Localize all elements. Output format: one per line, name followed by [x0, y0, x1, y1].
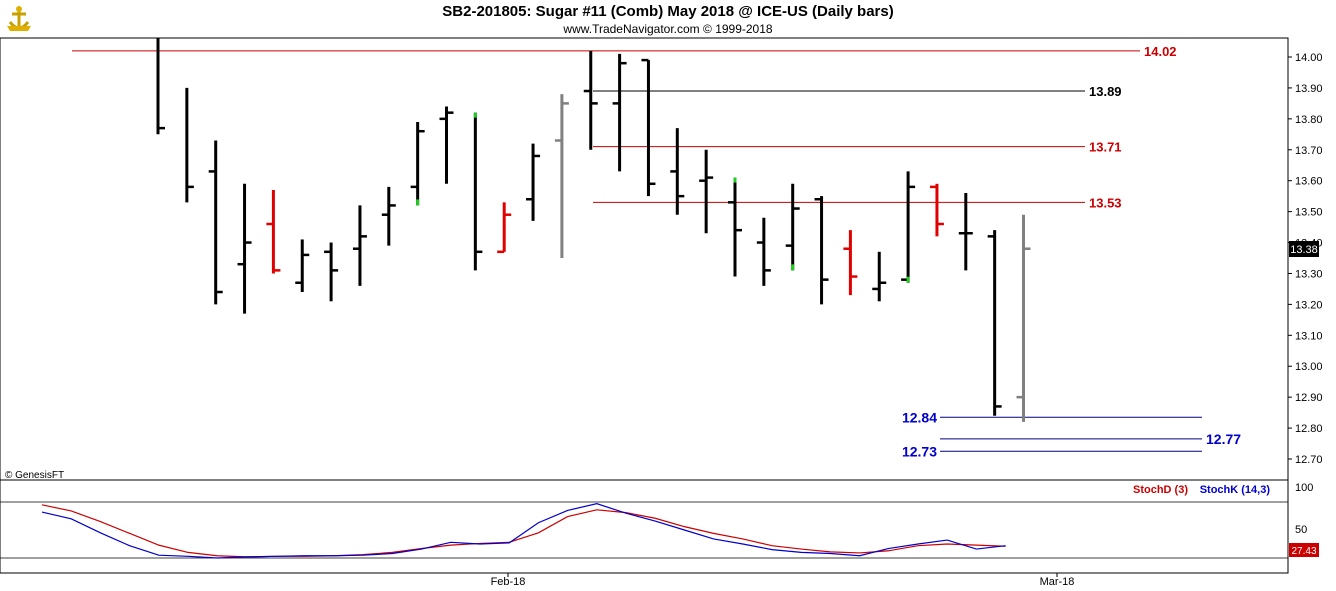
price-tick-label: 13.10 [1295, 330, 1323, 342]
ohlc-bars [156, 38, 1031, 422]
time-axis: Feb-18 Mar-18 [491, 573, 1075, 588]
price-tick-label: 14.00 [1295, 52, 1323, 64]
last-price-tag: 13.38 [1289, 241, 1319, 257]
level-label: 13.53 [1089, 195, 1122, 210]
stoch-tick-label: 100 [1295, 482, 1313, 494]
stoch-last-tag: 27.43 [1289, 543, 1319, 557]
price-levels: 14.02 13.89 13.71 13.53 12.84 12.77 12.73 [72, 44, 1241, 459]
price-tick-label: 13.50 [1295, 207, 1323, 219]
stochk-line [41, 503, 1006, 559]
chart-frame [0, 37, 1289, 574]
level-label: 12.73 [902, 443, 937, 459]
price-axis: 14.0013.9013.8013.7013.6013.5013.4013.30… [1288, 52, 1323, 466]
level-label: 13.89 [1089, 84, 1122, 99]
price-tick-label: 13.20 [1295, 299, 1323, 311]
price-tick-label: 13.30 [1295, 268, 1323, 280]
time-tick-label: Mar-18 [1040, 576, 1075, 588]
stoch-last-value: 27.43 [1291, 546, 1316, 557]
stoch-legend-item: StochD (3) [1133, 484, 1188, 496]
price-tick-label: 13.80 [1295, 114, 1323, 126]
stochastic-panel: 100 50 StochD (3) StochK (14,3) [0, 482, 1313, 559]
stoch-legend-item: StochK (14,3) [1200, 484, 1271, 496]
level-label: 12.84 [902, 409, 937, 425]
level-label: 13.71 [1089, 140, 1122, 155]
stoch-tick-label: 50 [1295, 524, 1307, 536]
price-tick-label: 13.00 [1295, 361, 1323, 373]
time-tick-label: Feb-18 [491, 576, 526, 588]
price-tick-label: 13.90 [1295, 83, 1323, 95]
level-label: 14.02 [1144, 44, 1177, 59]
copyright-text: www.TradeNavigator.com © 1999-2018 [563, 22, 773, 36]
price-tick-label: 13.70 [1295, 145, 1323, 157]
tradenavigator-logo-icon [7, 6, 31, 31]
genesis-copyright: © GenesisFT [5, 470, 64, 481]
chart-header: SB2-201805: Sugar #11 (Comb) May 2018 @ … [0, 0, 1336, 38]
level-label: 12.77 [1206, 431, 1241, 447]
chart-title: SB2-201805: Sugar #11 (Comb) May 2018 @ … [442, 3, 894, 20]
price-tick-label: 12.90 [1295, 392, 1323, 404]
price-tick-label: 12.80 [1295, 423, 1323, 435]
price-tick-label: 13.60 [1295, 176, 1323, 188]
price-tick-label: 12.70 [1295, 454, 1323, 466]
last-price-value: 13.38 [1290, 244, 1318, 256]
stochd-line [41, 504, 1006, 558]
